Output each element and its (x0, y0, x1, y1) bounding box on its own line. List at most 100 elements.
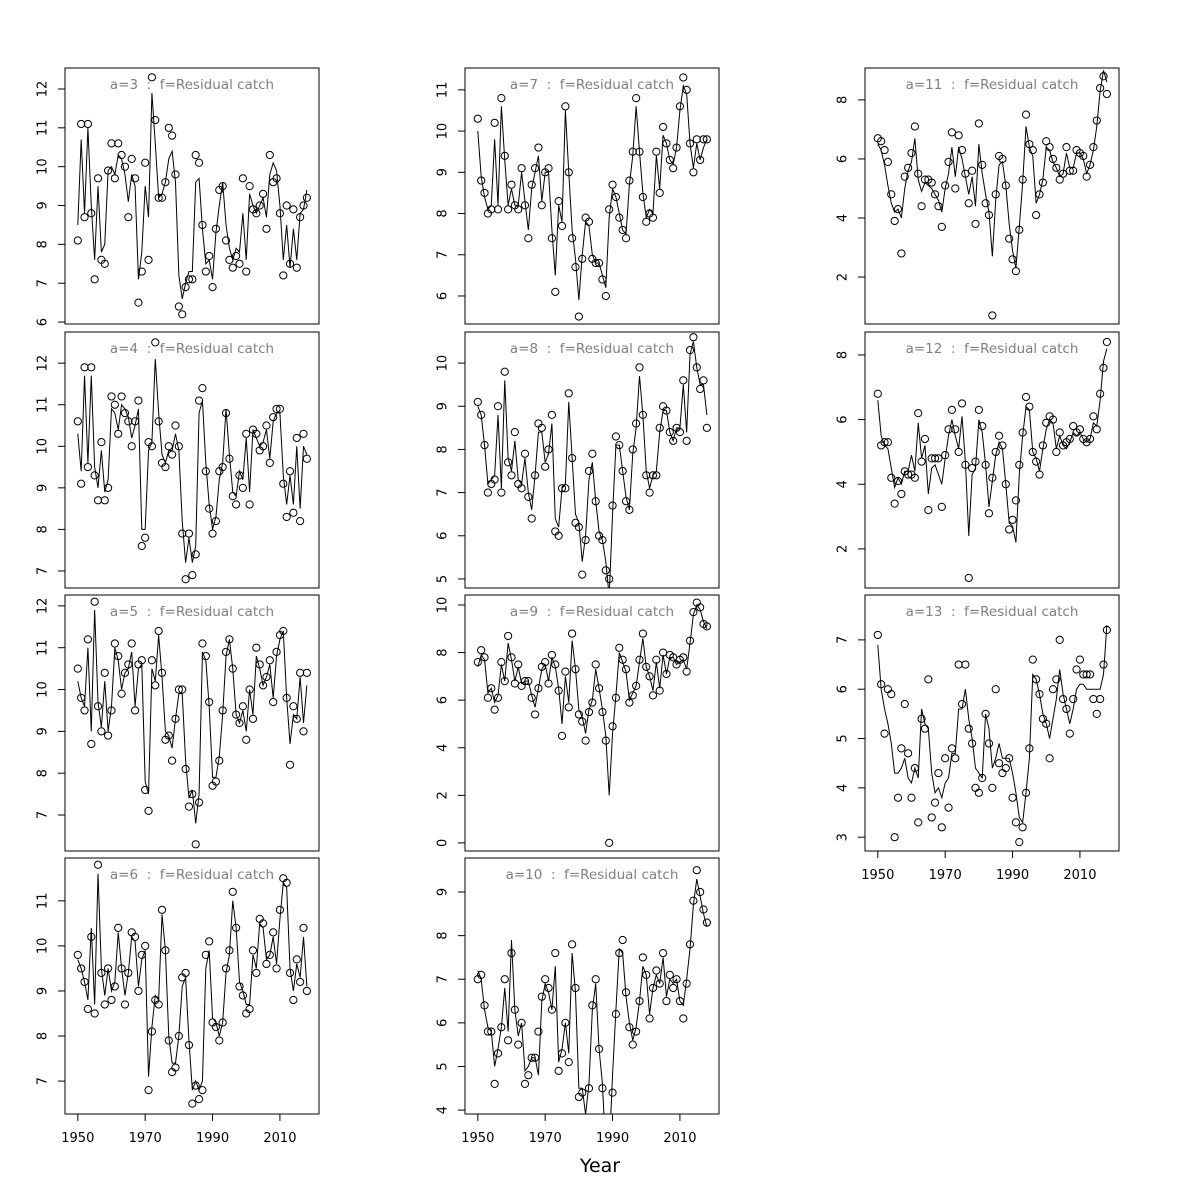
y-tick-label: 11 (436, 82, 451, 99)
data-line (77, 873, 308, 1092)
data-point (971, 219, 980, 229)
data-point (1096, 694, 1105, 704)
data-point (900, 172, 909, 181)
data-line (877, 348, 1108, 543)
data-point (524, 234, 533, 243)
data-point (557, 221, 567, 230)
data-point (120, 1000, 130, 1009)
plot-area (473, 333, 711, 588)
data-point (490, 118, 499, 127)
data-point (147, 73, 157, 82)
data-point (564, 389, 573, 398)
data-point (73, 664, 82, 673)
data-point (134, 298, 143, 307)
data-point (689, 333, 698, 342)
data-point (947, 405, 957, 414)
data-point (174, 302, 183, 311)
data-point (164, 123, 173, 132)
y-tick-label: 5 (436, 1062, 451, 1070)
data-point (198, 384, 207, 393)
data-point (302, 193, 311, 202)
data-point (679, 376, 688, 385)
y-tick-label: 9 (436, 402, 451, 410)
data-point (205, 251, 214, 261)
data-point (134, 986, 143, 996)
panel: a=12 : f=Residual catch 2 4 6 8 (836, 331, 1120, 589)
data-point (584, 466, 594, 476)
data-point (117, 689, 126, 698)
data-point (702, 622, 711, 631)
panel-frame (864, 594, 1120, 852)
data-point (289, 702, 298, 711)
data-point (645, 1014, 654, 1023)
y-tick-label: 10 (36, 438, 51, 455)
data-point (632, 93, 641, 103)
panel-title: a=11 : f=Residual catch (906, 77, 1079, 93)
panel-title: a=7 : f=Residual catch (510, 77, 674, 93)
data-point (608, 180, 617, 189)
data-point (561, 667, 570, 676)
data-point (188, 571, 197, 580)
data-point (114, 429, 123, 438)
data-point (100, 668, 109, 677)
data-point (887, 690, 896, 699)
y-tick-label: 5 (436, 575, 451, 583)
data-point (897, 489, 906, 499)
data-point (1055, 635, 1064, 644)
data-point (1052, 163, 1061, 172)
y-tick-label: 7 (36, 811, 51, 819)
data-point (944, 803, 953, 812)
data-point (289, 995, 298, 1005)
data-point (144, 1086, 153, 1095)
data-point (191, 550, 200, 559)
data-point (944, 157, 953, 166)
data-point (299, 727, 308, 736)
data-point (174, 685, 183, 694)
data-point (235, 259, 244, 268)
data-point (924, 506, 933, 515)
data-point (692, 135, 701, 144)
data-point (184, 275, 194, 284)
data-point (618, 935, 627, 945)
data-point (957, 399, 967, 408)
panel-frame (864, 331, 1120, 589)
data-point (917, 457, 926, 466)
data-point (1008, 515, 1017, 524)
y-tick-label: 2 (836, 545, 851, 553)
data-point (100, 1000, 109, 1009)
y-tick-label: 6 (36, 318, 51, 326)
y-tick-label: 7 (36, 1077, 51, 1085)
data-point (1011, 267, 1021, 276)
data-point (890, 499, 899, 508)
data-point (97, 727, 106, 736)
data-point (890, 216, 899, 226)
data-point (547, 410, 557, 419)
data-point (245, 1004, 254, 1014)
y-tick-label: 8 (36, 525, 51, 533)
data-point (537, 201, 546, 210)
y-tick-label: 4 (436, 1106, 451, 1114)
data-point (1085, 434, 1095, 444)
data-point (507, 180, 516, 189)
data-point (1082, 670, 1091, 679)
data-point (914, 818, 923, 827)
data-point (238, 174, 247, 183)
y-tick-label: 4 (836, 480, 851, 488)
data-point (245, 181, 254, 191)
data-point (1075, 655, 1085, 664)
data-point (483, 693, 493, 702)
y-tick-label: 4 (436, 744, 451, 752)
panel: a=4 : f=Residual catch 7 8 9 10 11 12 (36, 331, 320, 589)
y-tick-label: 10 (36, 681, 51, 698)
data-point (883, 685, 893, 694)
data-point (998, 768, 1007, 778)
data-point (141, 941, 150, 950)
data-point (1018, 823, 1027, 832)
y-tick-label: 7 (436, 251, 451, 259)
data-point (534, 684, 543, 693)
data-point (907, 148, 916, 158)
y-tick-label: 7 (36, 279, 51, 287)
panel-title: a=13 : f=Residual catch (906, 604, 1079, 620)
data-point (154, 626, 163, 636)
y-tick-label: 9 (36, 987, 51, 995)
